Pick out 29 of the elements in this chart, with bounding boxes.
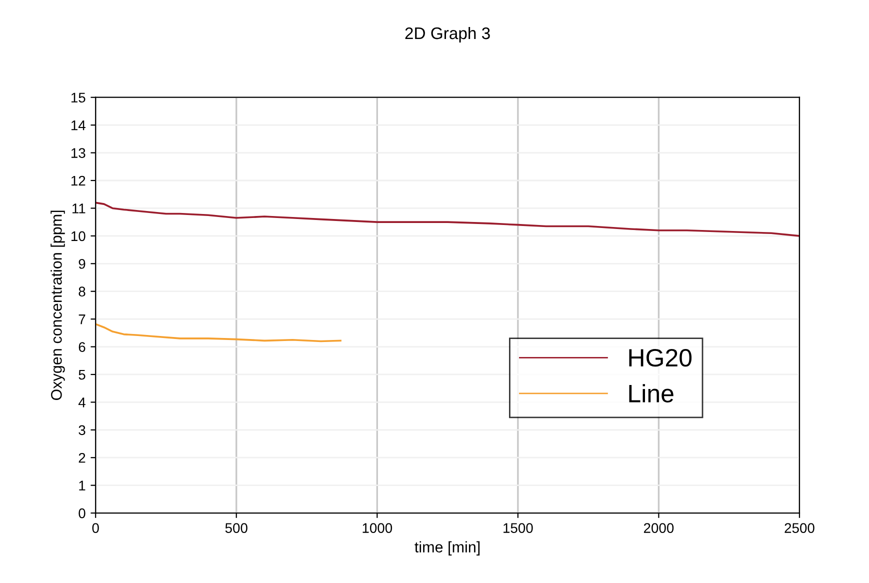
y-tick-label: 13 (71, 148, 86, 158)
legend-label: HG20 (629, 348, 692, 367)
y-tick-label: 0 (78, 508, 86, 518)
x-tick-label: 2000 (644, 523, 674, 533)
y-tick-label: 7 (78, 314, 86, 324)
x-tick-label: 2500 (784, 523, 814, 533)
y-tick-label: 15 (71, 92, 86, 103)
y-tick-label: 4 (78, 398, 86, 408)
x-tick-label: 1000 (362, 523, 392, 533)
y-tick-label: 6 (78, 342, 86, 352)
y-tick-label: 5 (78, 370, 86, 380)
y-tick-label: 3 (78, 425, 86, 436)
y-tick-label: 2 (78, 452, 86, 463)
line-series (96, 323, 342, 342)
y-tick-label: 8 (78, 286, 86, 297)
y-tick-label: 9 (78, 258, 86, 269)
chart-title: 2D Graph 3 (405, 26, 490, 42)
y-tick-label: 12 (71, 176, 86, 186)
y-tick-label: 11 (72, 204, 86, 214)
x-axis-title: time [min] (414, 541, 480, 556)
legend-label: Line (629, 384, 674, 402)
y-tick-label: 14 (71, 120, 86, 130)
y-tick-label: 1 (79, 480, 86, 490)
y-axis-title: Oxygen concentration [ppm] (50, 210, 65, 400)
x-tick-label: 1500 (504, 523, 533, 533)
line-series (96, 202, 800, 237)
x-tick-label: 0 (92, 523, 99, 533)
y-tick-label: 10 (71, 231, 86, 242)
x-tick-label: 500 (225, 523, 248, 533)
